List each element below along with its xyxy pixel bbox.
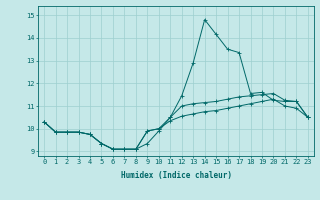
X-axis label: Humidex (Indice chaleur): Humidex (Indice chaleur) [121,171,231,180]
